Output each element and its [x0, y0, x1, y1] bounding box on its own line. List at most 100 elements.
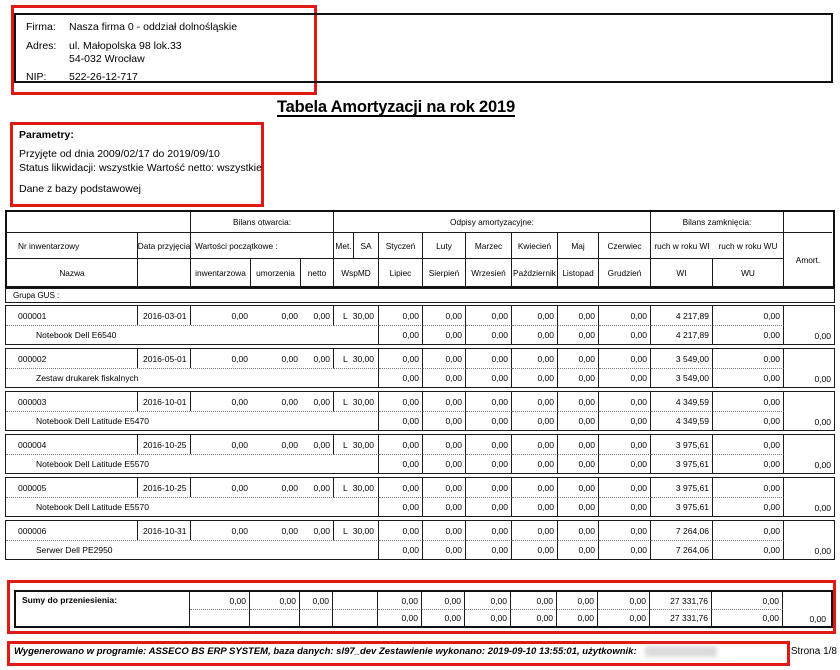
- row-july: 0,00: [379, 411, 423, 430]
- row-wi: 3 975,61: [651, 454, 713, 473]
- row-july: 0,00: [379, 540, 423, 559]
- header-month-november: Listopad: [558, 259, 599, 286]
- row-november: 0,00: [558, 540, 599, 559]
- row-initial-net: 0,00: [301, 349, 334, 368]
- row-inventory-number: 000001: [6, 306, 138, 325]
- header-name: Nazwa: [7, 259, 138, 286]
- row-initial-net: 0,00: [301, 521, 334, 540]
- row-rate: 30,00: [352, 353, 374, 364]
- row-initial-inventory-value: 0,00: [231, 482, 248, 493]
- row-november: 0,00: [558, 454, 599, 473]
- row-wu: 0,00: [713, 411, 784, 430]
- row-october: 0,00: [512, 497, 558, 516]
- row-ruch-wu: 0,00: [713, 392, 784, 411]
- row-december: 0,00: [599, 325, 651, 344]
- summary-march: 0,00: [465, 592, 511, 609]
- summary-february: 0,00: [422, 592, 465, 609]
- row-asset-name: Zestaw drukarek fiskalnych: [6, 368, 334, 387]
- row-november: 0,00: [558, 325, 599, 344]
- header-ruch-wu: ruch w roku WU: [713, 233, 784, 259]
- summary-june: 0,00: [598, 592, 650, 609]
- row-april: 0,00: [512, 435, 558, 454]
- row-wi: 4 349,59: [651, 411, 713, 430]
- row-wi: 3 549,00: [651, 368, 713, 387]
- row-june: 0,00: [599, 435, 651, 454]
- header-month-december: Grudzień: [599, 259, 651, 286]
- row-march: 0,00: [466, 392, 512, 411]
- address-line-1: ul. Małopolska 98 lok.33: [69, 39, 182, 52]
- summary-inventory-value: 0,00: [190, 592, 250, 609]
- row-acquisition-date: 2016-10-25: [138, 478, 191, 497]
- row-august: 0,00: [423, 540, 466, 559]
- row-acquisition-date: 2016-10-01: [138, 392, 191, 411]
- row-april: 0,00: [512, 306, 558, 325]
- row-september: 0,00: [466, 411, 512, 430]
- parameters-status: Status likwidacji: wszystkie Wartość net…: [19, 162, 262, 174]
- row-method: L: [343, 439, 348, 450]
- row-february: 0,00: [423, 435, 466, 454]
- table-row: 000003 2016-10-01 0,00 0,00 0,00 L 30,00…: [5, 391, 835, 431]
- header-month-august: Sierpień: [423, 259, 466, 286]
- company-nip-label: NIP:: [26, 70, 47, 83]
- row-method-rate: L 30,00: [334, 349, 379, 368]
- row-method: L: [343, 396, 348, 407]
- summary-empty-umo: [250, 609, 300, 626]
- page-number: Strona 1/8: [790, 646, 837, 657]
- parameters-block: Parametry: Przyjęte od dnia 2009/02/17 d…: [19, 128, 262, 196]
- row-january: 0,00: [379, 521, 423, 540]
- row-july: 0,00: [379, 325, 423, 344]
- row-ruch-wu: 0,00: [713, 478, 784, 497]
- header-amort: Amort.: [795, 254, 821, 265]
- summary-row: Sumy do przeniesienia: 0,00 0,00 0,00 0,…: [14, 590, 833, 628]
- row-july: 0,00: [379, 497, 423, 516]
- company-name-label: Firma:: [26, 21, 56, 33]
- row-june: 0,00: [599, 478, 651, 497]
- row-initial-net: 0,00: [301, 392, 334, 411]
- row-march: 0,00: [466, 478, 512, 497]
- row-march: 0,00: [466, 306, 512, 325]
- company-header-box: Firma: Nasza firma 0 - oddział dolnośląs…: [14, 13, 833, 83]
- summary-amort: 0,00: [809, 614, 826, 624]
- row-wu: 0,00: [713, 454, 784, 473]
- header-net-value: netto: [301, 259, 334, 286]
- row-method-rate: L 30,00: [334, 392, 379, 411]
- row-wi: 7 264,06: [651, 540, 713, 559]
- row-august: 0,00: [423, 454, 466, 473]
- row-method: L: [343, 310, 348, 321]
- row-asset-name: Notebook Dell Latitude E5470: [6, 411, 334, 430]
- row-ruch-wi: 4 217,89: [651, 306, 713, 325]
- row-july: 0,00: [379, 368, 423, 387]
- header-month-january: Styczeń: [379, 233, 423, 259]
- row-rate: 30,00: [352, 439, 374, 450]
- row-september: 0,00: [466, 497, 512, 516]
- row-february: 0,00: [423, 521, 466, 540]
- row-wspmd-empty: [334, 454, 379, 473]
- header-wi: WI: [651, 259, 713, 286]
- row-november: 0,00: [558, 497, 599, 516]
- row-initial-depreciation: 0,00: [281, 439, 298, 450]
- row-ruch-wu: 0,00: [713, 349, 784, 368]
- row-wspmd-empty: [334, 325, 379, 344]
- footer-generated-line: Wygenerowano w programie: ASSECO BS ERP …: [14, 646, 717, 657]
- row-august: 0,00: [423, 497, 466, 516]
- summary-april: 0,00: [511, 592, 557, 609]
- row-ruch-wi: 4 349,59: [651, 392, 713, 411]
- row-method: L: [343, 353, 348, 364]
- row-may: 0,00: [558, 478, 599, 497]
- header-month-march: Marzec: [466, 233, 512, 259]
- table-row: 000006 2016-10-31 0,00 0,00 0,00 L 30,00…: [5, 520, 835, 560]
- row-june: 0,00: [599, 349, 651, 368]
- row-rate: 30,00: [352, 396, 374, 407]
- row-december: 0,00: [599, 411, 651, 430]
- row-wspmd-empty: [334, 540, 379, 559]
- summary-depreciation-value: 0,00: [250, 592, 300, 609]
- row-ruch-wi: 7 264,06: [651, 521, 713, 540]
- row-rate: 30,00: [352, 482, 374, 493]
- row-wu: 0,00: [713, 368, 784, 387]
- row-january: 0,00: [379, 435, 423, 454]
- summary-october: 0,00: [511, 609, 557, 626]
- row-december: 0,00: [599, 368, 651, 387]
- header-initial-values: Wartości początkowe :: [191, 233, 334, 259]
- company-address-row: Adres: ul. Małopolska 98 lok.33 54-032 W…: [16, 40, 831, 67]
- redacted-username: [644, 646, 717, 657]
